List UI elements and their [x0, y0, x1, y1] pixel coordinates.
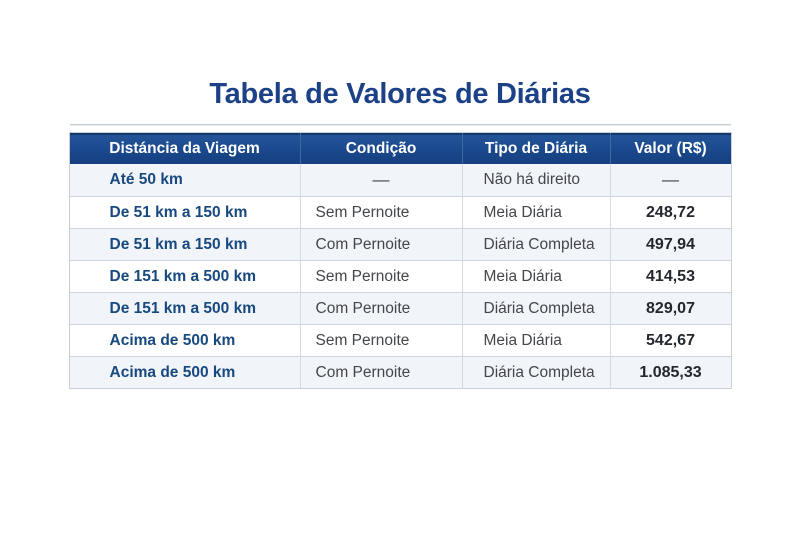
table-row: Acima de 500 km Sem Pernoite Meia Diária…	[69, 324, 731, 356]
cell-tipo: Diária Completa	[461, 228, 610, 260]
page-title: Tabela de Valores de Diárias	[209, 78, 591, 110]
table-row: De 51 km a 150 km Sem Pernoite Meia Diár…	[69, 196, 731, 228]
cell-condicao: Com Pernoite	[299, 292, 462, 324]
cell-valor: 1.085,33	[609, 356, 731, 388]
cell-distancia: De 51 km a 150 km	[69, 196, 300, 228]
table-row: Acima de 500 km Com Pernoite Diária Comp…	[69, 356, 731, 388]
col-header-condicao: Condição	[299, 133, 462, 164]
cell-distancia: Acima de 500 km	[69, 324, 300, 356]
cell-condicao: Sem Pernoite	[299, 196, 462, 228]
table-header-row: Distáncia da Viagem Condição Tipo de Diá…	[69, 133, 731, 164]
col-header-distancia: Distáncia da Viagem	[69, 133, 300, 164]
cell-tipo: Diária Completa	[461, 292, 610, 324]
table-row: De 51 km a 150 km Com Pernoite Diária Co…	[69, 228, 731, 260]
cell-tipo: Não há direito	[461, 164, 610, 196]
table-row: Até 50 km — Não há direito —	[69, 164, 731, 196]
cell-condicao: Sem Pernoite	[299, 260, 462, 292]
cell-distancia: Acima de 500 km	[69, 356, 300, 388]
col-header-valor: Valor (R$)	[609, 133, 731, 164]
cell-distancia: De 151 km a 500 km	[69, 260, 300, 292]
title-divider	[69, 124, 731, 126]
cell-tipo: Diária Completa	[461, 356, 610, 388]
cell-condicao: —	[299, 164, 462, 196]
cell-valor: 542,67	[609, 324, 731, 356]
cell-valor: —	[609, 164, 731, 196]
title-divider-shadow	[69, 125, 731, 126]
cell-tipo: Meia Diária	[461, 260, 610, 292]
cell-distancia: De 151 km a 500 km	[69, 292, 300, 324]
cell-distancia: Até 50 km	[69, 164, 300, 196]
col-header-tipo: Tipo de Diária	[461, 133, 610, 164]
cell-tipo: Meia Diária	[461, 324, 610, 356]
table-row: De 151 km a 500 km Com Pernoite Diária C…	[69, 292, 731, 324]
table-row: De 151 km a 500 km Sem Pernoite Meia Diá…	[69, 260, 731, 292]
cell-condicao: Com Pernoite	[299, 356, 462, 388]
cell-tipo: Meia Diária	[461, 196, 610, 228]
cell-valor: 414,53	[609, 260, 731, 292]
title-divider-line	[69, 124, 731, 125]
table-body: Até 50 km — Não há direito — De 51 km a …	[69, 164, 731, 388]
cell-condicao: Com Pernoite	[299, 228, 462, 260]
cell-valor: 248,72	[609, 196, 731, 228]
cell-condicao: Sem Pernoite	[299, 324, 462, 356]
diarias-table: Distáncia da Viagem Condição Tipo de Diá…	[68, 132, 732, 389]
cell-valor: 497,94	[609, 228, 731, 260]
cell-distancia: De 51 km a 150 km	[69, 228, 300, 260]
cell-valor: 829,07	[609, 292, 731, 324]
